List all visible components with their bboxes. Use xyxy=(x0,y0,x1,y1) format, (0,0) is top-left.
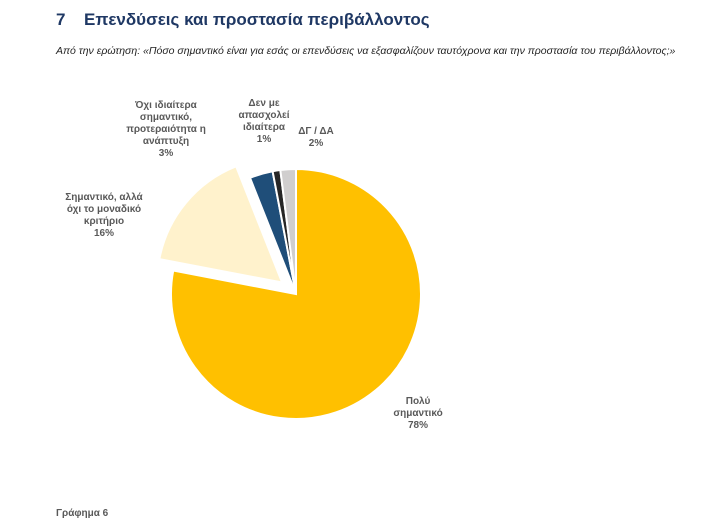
pie-slice-4 xyxy=(279,167,297,295)
slice-value-0: 78% xyxy=(408,420,428,431)
slice-label-line: Όχι ιδιαίτερα xyxy=(134,100,198,111)
slice-value-4: 2% xyxy=(309,138,324,149)
figure-caption: Γράφημα 6 xyxy=(56,508,109,519)
slice-label-1: Σημαντικό, αλλά όχι το μοναδικό κριτήριο 16… xyxy=(65,192,143,239)
slice-label-line: ιδιαίτερα xyxy=(243,122,286,133)
slice-label-3: Δεν με απασχολεί ιδιαίτερα 1% xyxy=(238,98,289,145)
slice-value-1: 16% xyxy=(94,228,114,239)
slice-label-line: σημαντικό, xyxy=(140,112,192,123)
question-text: Από την ερώτηση: «Πόσο σημαντικό είναι γ… xyxy=(56,45,676,57)
slice-label-0: Πολύ σημαντικό 78% xyxy=(393,396,442,431)
slice-label-line: ΔΓ / ΔΑ xyxy=(298,126,334,137)
slice-value-2: 3% xyxy=(159,148,174,159)
slice-value-3: 1% xyxy=(257,134,272,145)
slice-label-4: ΔΓ / ΔΑ 2% xyxy=(298,126,334,149)
slice-label-line: σημαντικό xyxy=(393,408,442,419)
slice-label-line: Σημαντικό, αλλά xyxy=(65,192,143,203)
slice-label-line: ανάπτυξη xyxy=(143,136,189,147)
slice-label-line: όχι το μοναδικό xyxy=(67,204,141,215)
chart-heading: 7 Επενδύσεις και προστασία περιβάλλοντος xyxy=(56,10,430,30)
section-title: Επενδύσεις και προστασία περιβάλλοντος xyxy=(84,10,430,29)
slice-label-line: Πολύ xyxy=(406,396,431,407)
slice-label-line: κριτήριο xyxy=(84,216,124,227)
slice-label-line: προτεραιότητα η xyxy=(126,124,206,135)
pie-slice-1 xyxy=(158,165,284,284)
slice-label-2: Όχι ιδιαίτερα σημαντικό, προτεραιότητα η αν… xyxy=(126,100,206,159)
slice-label-line: Δεν με xyxy=(248,98,279,109)
slice-label-line: απασχολεί xyxy=(238,110,289,121)
section-number: 7 xyxy=(56,10,66,29)
